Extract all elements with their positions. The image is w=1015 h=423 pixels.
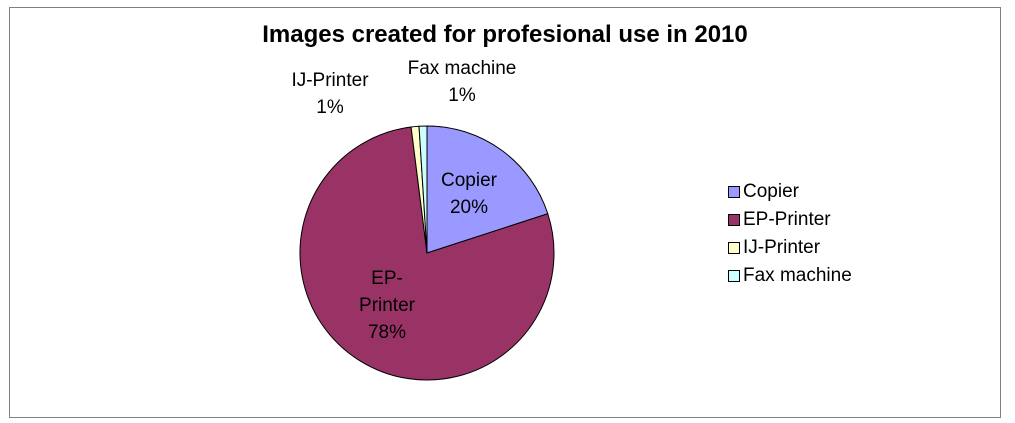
data-label-copier: Copier 20% <box>441 170 498 218</box>
data-label-ij-printer: IJ-Printer 1% <box>291 70 369 118</box>
legend-item-ij-printer: IJ-Printer <box>728 234 852 262</box>
chart-title: Images created for profesional use in 20… <box>262 21 748 48</box>
pie-slice-ep-printer <box>299 126 555 381</box>
legend-item-copier: Copier <box>728 178 852 206</box>
legend-swatch <box>728 186 740 198</box>
legend-swatch <box>728 214 740 226</box>
data-label-ep-printer: EP-Printer 78% <box>359 268 416 343</box>
legend-swatch <box>728 242 740 254</box>
chart-legend: Copier EP-Printer IJ-Printer Fax machine <box>728 178 852 290</box>
legend-item-ep-printer: EP-Printer <box>728 206 852 234</box>
legend-label: EP-Printer <box>743 209 831 230</box>
legend-label: Copier <box>743 181 799 202</box>
pie-slice-fax-machine <box>418 125 428 254</box>
legend-item-fax-machine: Fax machine <box>728 262 852 290</box>
legend-label: Fax machine <box>743 265 852 286</box>
legend-swatch <box>728 270 740 282</box>
data-label-fax-machine: Fax machine 1% <box>408 58 517 106</box>
pie-slice-copier <box>426 125 549 254</box>
legend-label: IJ-Printer <box>743 237 821 258</box>
